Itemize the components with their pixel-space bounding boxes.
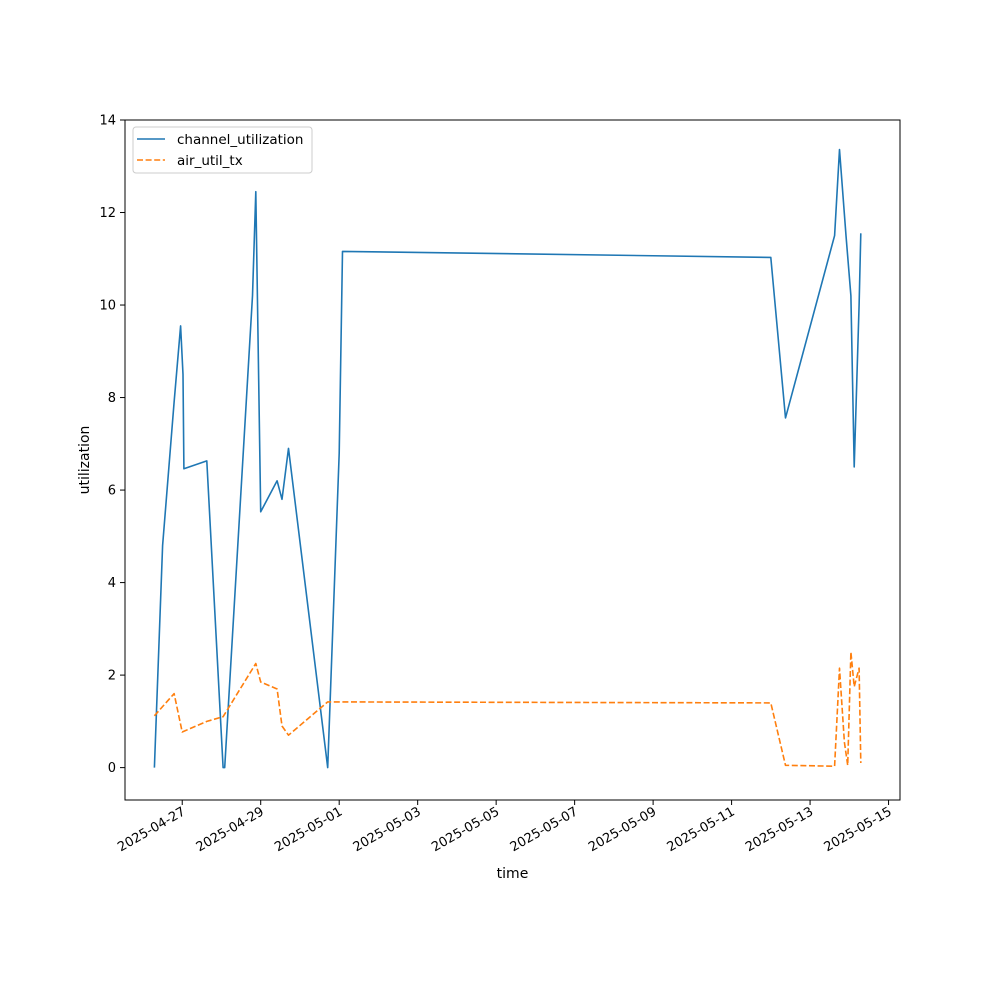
y-axis-label: utilization	[77, 426, 93, 495]
series-layer	[153, 148, 862, 769]
x-tick-label: 2025-05-15	[822, 804, 895, 855]
x-tick-label: 2025-05-13	[743, 804, 816, 855]
x-tick-label: 2025-05-01	[272, 804, 345, 855]
x-tick-label: 2025-05-05	[429, 804, 502, 855]
series-line-air-util-tx	[153, 651, 862, 768]
x-tick-label: 2025-05-03	[351, 804, 424, 855]
y-tick-label: 10	[99, 299, 116, 314]
x-tick-label: 2025-05-07	[508, 804, 581, 855]
series-line-channel-utilization	[153, 148, 862, 769]
y-tick-label: 2	[108, 669, 116, 684]
x-tick-label: 2025-05-09	[586, 804, 659, 855]
legend-box	[132, 126, 313, 174]
legend: channel_utilization air_util_tx	[132, 126, 313, 174]
x-axis: 2025-04-27 2025-04-29 2025-05-01 2025-05-03…	[115, 800, 895, 855]
legend-label-channel-utilization: channel_utilization	[177, 132, 304, 148]
y-tick-label: 12	[99, 206, 116, 221]
y-tick-label: 14	[99, 114, 116, 129]
x-axis-label: time	[497, 866, 529, 882]
x-tick-label: 2025-04-29	[194, 804, 267, 855]
legend-label-air-util-tx: air_util_tx	[177, 153, 243, 169]
plot-frame	[124, 119, 901, 801]
y-tick-label: 6	[108, 484, 116, 499]
x-tick-label: 2025-05-11	[665, 804, 738, 855]
x-tick-label: 2025-04-27	[115, 804, 188, 855]
y-axis: 0 2 4 6 8 10 12 14	[99, 114, 125, 776]
y-tick-label: 8	[108, 391, 116, 406]
y-tick-label: 0	[108, 761, 116, 776]
y-tick-label: 4	[108, 576, 116, 591]
